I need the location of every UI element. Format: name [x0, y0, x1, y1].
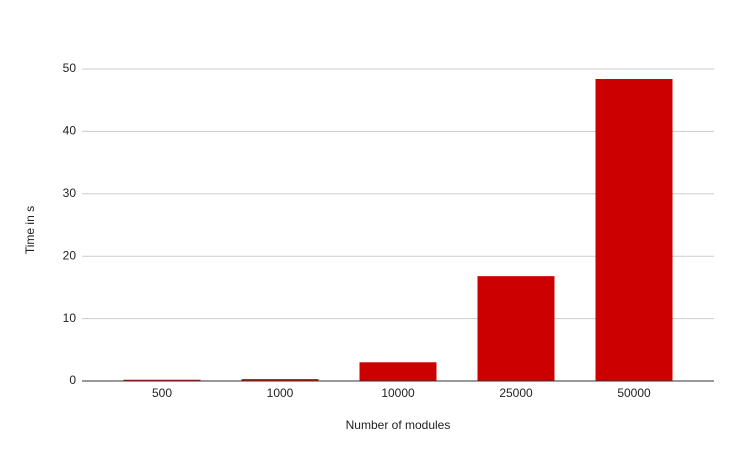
y-tick-label: 10	[63, 311, 77, 325]
y-tick-label: 20	[63, 248, 77, 262]
x-tick-label: 1000	[267, 386, 294, 400]
y-tick-label: 50	[63, 61, 77, 75]
y-tick-label: 0	[69, 373, 76, 387]
x-tick-label: 25000	[499, 386, 533, 400]
bar	[123, 379, 201, 381]
bar	[595, 78, 673, 381]
bar	[359, 362, 437, 381]
y-axis-label: Time in s	[23, 206, 37, 254]
x-axis-label: Number of modules	[346, 418, 451, 432]
y-tick-label: 30	[63, 186, 77, 200]
y-tick-label: 40	[63, 124, 77, 138]
x-tick-label: 10000	[381, 386, 415, 400]
x-tick-label: 500	[152, 386, 172, 400]
bar	[241, 379, 319, 381]
x-tick-label: 50000	[617, 386, 651, 400]
bar	[477, 276, 555, 381]
